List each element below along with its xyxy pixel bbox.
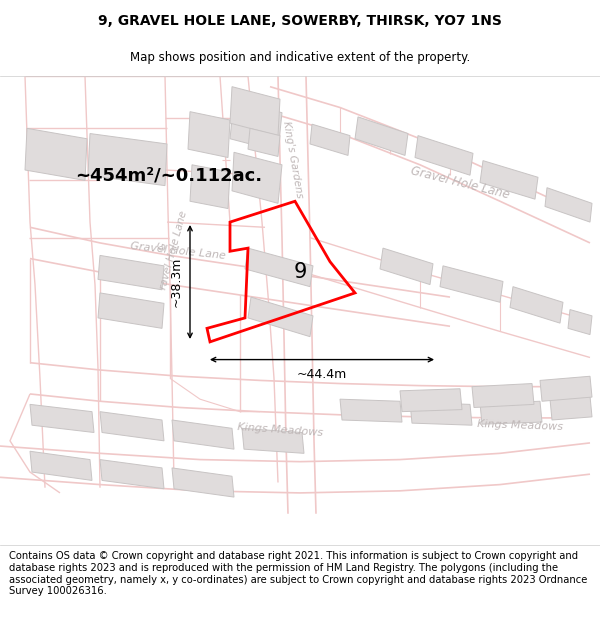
Text: ~454m²/~0.112ac.: ~454m²/~0.112ac. [75, 166, 262, 184]
Polygon shape [100, 459, 164, 489]
Text: 9: 9 [293, 262, 307, 282]
Polygon shape [242, 428, 304, 453]
Text: King's Gardens: King's Gardens [281, 120, 305, 199]
Polygon shape [88, 134, 167, 186]
Polygon shape [400, 389, 462, 412]
Polygon shape [415, 136, 473, 175]
Polygon shape [245, 248, 313, 287]
Text: 9, GRAVEL HOLE LANE, SOWERBY, THIRSK, YO7 1NS: 9, GRAVEL HOLE LANE, SOWERBY, THIRSK, YO… [98, 14, 502, 28]
Text: Kings Meadows: Kings Meadows [237, 422, 323, 438]
Polygon shape [440, 266, 503, 302]
Polygon shape [230, 100, 282, 151]
Polygon shape [172, 420, 234, 449]
Polygon shape [25, 128, 87, 181]
Text: Contains OS data © Crown copyright and database right 2021. This information is : Contains OS data © Crown copyright and d… [9, 551, 587, 596]
Polygon shape [340, 399, 402, 422]
Polygon shape [540, 376, 592, 401]
Polygon shape [232, 152, 282, 203]
Polygon shape [480, 401, 542, 424]
Polygon shape [410, 402, 472, 425]
Polygon shape [30, 451, 92, 481]
Polygon shape [30, 404, 94, 432]
Text: G
ravel Hole Lane: G ravel Hole Lane [147, 206, 189, 290]
Text: ~38.3m: ~38.3m [170, 257, 182, 307]
Polygon shape [355, 117, 408, 156]
Polygon shape [172, 468, 234, 497]
Polygon shape [100, 412, 164, 441]
Polygon shape [98, 293, 164, 328]
Polygon shape [248, 128, 280, 156]
Polygon shape [510, 287, 563, 323]
Polygon shape [230, 87, 280, 136]
Polygon shape [190, 165, 230, 209]
Polygon shape [472, 384, 534, 408]
Polygon shape [568, 309, 592, 334]
Polygon shape [550, 396, 592, 420]
Polygon shape [310, 124, 350, 156]
Polygon shape [380, 248, 433, 284]
Polygon shape [248, 297, 313, 337]
Polygon shape [188, 112, 230, 158]
Polygon shape [545, 188, 592, 222]
Text: Gravel Hole Lane: Gravel Hole Lane [130, 241, 226, 261]
Polygon shape [98, 256, 164, 290]
Text: Map shows position and indicative extent of the property.: Map shows position and indicative extent… [130, 51, 470, 64]
Text: Kings Meadows: Kings Meadows [477, 419, 563, 432]
Text: ~44.4m: ~44.4m [297, 368, 347, 381]
Text: Gravel Hole Lane: Gravel Hole Lane [409, 164, 511, 201]
Polygon shape [480, 161, 538, 199]
